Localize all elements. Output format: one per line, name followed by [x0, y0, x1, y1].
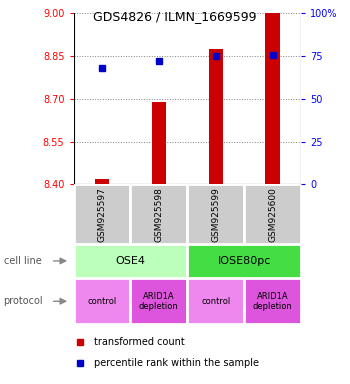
Bar [130, 184, 187, 244]
Bar [74, 278, 130, 324]
Bar [152, 102, 166, 184]
Text: percentile rank within the sample: percentile rank within the sample [94, 358, 259, 368]
Bar [130, 278, 187, 324]
Text: transformed count: transformed count [94, 337, 185, 347]
Text: OSE4: OSE4 [116, 256, 145, 266]
Text: ARID1A
depletion: ARID1A depletion [139, 292, 179, 311]
Bar [187, 244, 301, 278]
Text: IOSE80pc: IOSE80pc [217, 256, 271, 266]
Bar [74, 244, 187, 278]
Bar [187, 278, 244, 324]
Text: ARID1A
depletion: ARID1A depletion [253, 292, 293, 311]
Bar [265, 13, 280, 184]
Text: GSM925600: GSM925600 [268, 187, 277, 242]
Text: control: control [201, 297, 230, 306]
Bar [244, 184, 301, 244]
Text: protocol: protocol [4, 296, 43, 306]
Text: GSM925599: GSM925599 [211, 187, 220, 242]
Text: GDS4826 / ILMN_1669599: GDS4826 / ILMN_1669599 [93, 10, 257, 23]
Text: cell line: cell line [4, 256, 41, 266]
Text: GSM925598: GSM925598 [154, 187, 163, 242]
Bar [74, 184, 130, 244]
Bar [187, 184, 244, 244]
Text: control: control [87, 297, 117, 306]
Bar [209, 49, 223, 184]
Text: GSM925597: GSM925597 [97, 187, 106, 242]
Bar [244, 278, 301, 324]
Bar [95, 179, 109, 184]
